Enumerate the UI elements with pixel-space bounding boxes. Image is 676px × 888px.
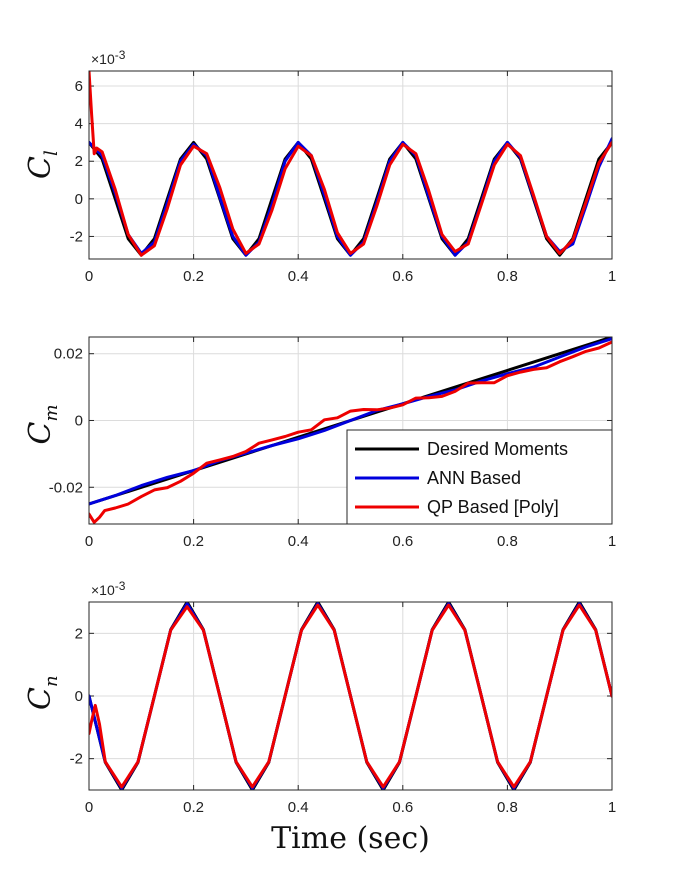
series-line-ann-based bbox=[89, 337, 612, 506]
y-tick-label: 2 bbox=[75, 153, 83, 170]
x-tick-label: 1 bbox=[608, 268, 616, 285]
y-tick-label: 2 bbox=[75, 625, 83, 642]
x-tick-label: 0 bbox=[85, 533, 93, 550]
legend-label: QP Based [Poly] bbox=[427, 497, 559, 517]
y-tick-label: 6 bbox=[75, 78, 83, 95]
subplot-3: 0 0.2 0.4 0.6 0.8 1 -2 0 2 ×10-3 Cn Time (sec) bbox=[23, 579, 616, 856]
x-tick-label: 0.2 bbox=[183, 799, 204, 816]
series-line-qp-based-poly bbox=[89, 603, 612, 789]
y-tick-label: 4 bbox=[75, 116, 83, 133]
x-tick-label: 0.2 bbox=[183, 268, 204, 285]
y-tick-label: 0 bbox=[75, 412, 83, 429]
y-axis-label: Cl bbox=[23, 150, 62, 179]
x-tick-label: 0.6 bbox=[392, 799, 413, 816]
subplot-1: 0 0.2 0.4 0.6 0.8 1 -2 0 2 4 6 ×10-3 Cl bbox=[23, 48, 616, 285]
x-tick-label: 0.4 bbox=[288, 533, 309, 550]
legend: Desired Moments ANN Based QP Based [Poly] bbox=[346, 429, 613, 525]
y-axis-label-subscript: n bbox=[41, 675, 62, 687]
x-tick-label: 0 bbox=[85, 799, 93, 816]
y-axis-label-subscript: l bbox=[41, 150, 62, 156]
series-group bbox=[89, 71, 612, 257]
y-tick-label: -2 bbox=[70, 751, 83, 768]
axes-box bbox=[88, 601, 613, 791]
x-tick-label: 0.6 bbox=[392, 268, 413, 285]
legend-label: Desired Moments bbox=[427, 439, 568, 459]
x-tick-label: 0.6 bbox=[392, 533, 413, 550]
exponent-label: ×10-3 bbox=[91, 48, 126, 67]
y-tick-label: -0.02 bbox=[49, 479, 83, 496]
x-tick-label: 0.2 bbox=[183, 533, 204, 550]
y-tick-label: 0 bbox=[75, 191, 83, 208]
x-tick-label: 1 bbox=[608, 533, 616, 550]
x-tick-label: 0.8 bbox=[497, 799, 518, 816]
axes-box bbox=[88, 70, 613, 260]
subplot-2: 0 0.2 0.4 0.6 0.8 1 -0.02 0 0.02 Cm Desired Moment… bbox=[23, 336, 616, 550]
series-group bbox=[89, 602, 612, 790]
legend-label: ANN Based bbox=[427, 468, 521, 488]
exponent-label: ×10-3 bbox=[91, 579, 126, 598]
x-tick-label: 0 bbox=[85, 268, 93, 285]
axes-background bbox=[89, 71, 612, 259]
x-tick-label: 1 bbox=[608, 799, 616, 816]
series-line-qp-based-poly bbox=[89, 71, 612, 257]
y-axis-label: Cm bbox=[23, 404, 62, 444]
x-axis-label: Time (sec) bbox=[271, 821, 430, 856]
x-tick-label: 0.8 bbox=[497, 533, 518, 550]
y-axis-label-subscript: m bbox=[41, 404, 62, 421]
y-tick-label: -2 bbox=[70, 228, 83, 245]
y-tick-label: 0 bbox=[75, 688, 83, 705]
x-tick-label: 0.8 bbox=[497, 268, 518, 285]
x-tick-label: 0.4 bbox=[288, 268, 309, 285]
series-line-qp-based-poly bbox=[89, 340, 612, 524]
exponent-power: -3 bbox=[115, 579, 126, 593]
y-tick-label: 0.02 bbox=[54, 346, 83, 363]
y-axis-label: Cn bbox=[23, 675, 62, 710]
x-tick-label: 0.4 bbox=[288, 799, 309, 816]
exponent-power: -3 bbox=[115, 48, 126, 62]
series-group bbox=[89, 337, 612, 524]
